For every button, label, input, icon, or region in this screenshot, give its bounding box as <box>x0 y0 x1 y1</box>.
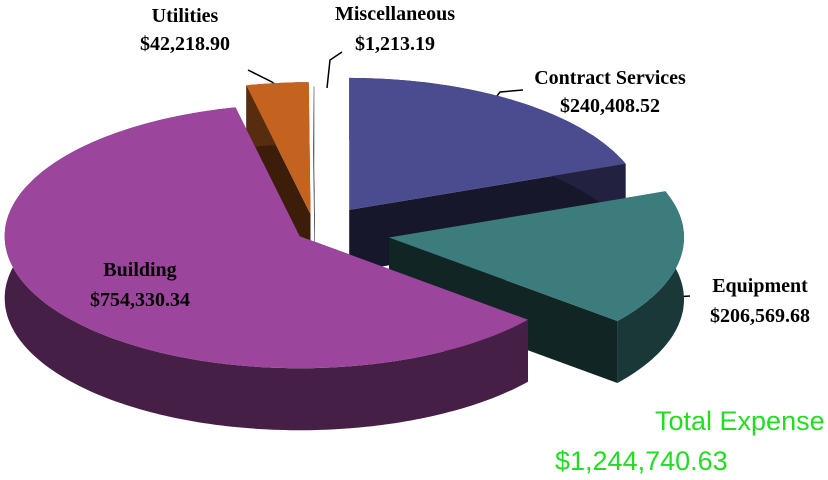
slice-label: Building <box>103 259 176 281</box>
slice-label: Miscellaneous <box>335 3 455 25</box>
slice-group <box>313 86 315 281</box>
slice <box>246 82 311 215</box>
pie <box>4 77 684 431</box>
slice <box>389 191 684 321</box>
slice-value-label: $240,408.52 <box>560 95 660 117</box>
slice-label: Contract Services <box>534 67 686 89</box>
labels: Contract Services $240,408.52 Equipment $20… <box>90 3 810 327</box>
total-value: $1,244,740.63 <box>555 446 728 476</box>
total-title: Total Expense <box>655 406 825 436</box>
leader-line <box>326 51 343 89</box>
slice-group <box>389 191 684 383</box>
slice-group <box>4 107 528 431</box>
slice-value-label: $1,213.19 <box>355 33 435 55</box>
slice-label: Utilities <box>152 5 219 27</box>
slice-wall <box>389 237 618 383</box>
slice-label: Equipment <box>712 275 808 297</box>
slice <box>349 77 626 210</box>
slice <box>4 107 528 369</box>
slice-value-label: $206,569.68 <box>710 305 810 327</box>
slice <box>313 86 315 219</box>
slice-value-label: $754,330.34 <box>90 289 190 311</box>
slice-value-label: $42,218.90 <box>140 33 230 55</box>
